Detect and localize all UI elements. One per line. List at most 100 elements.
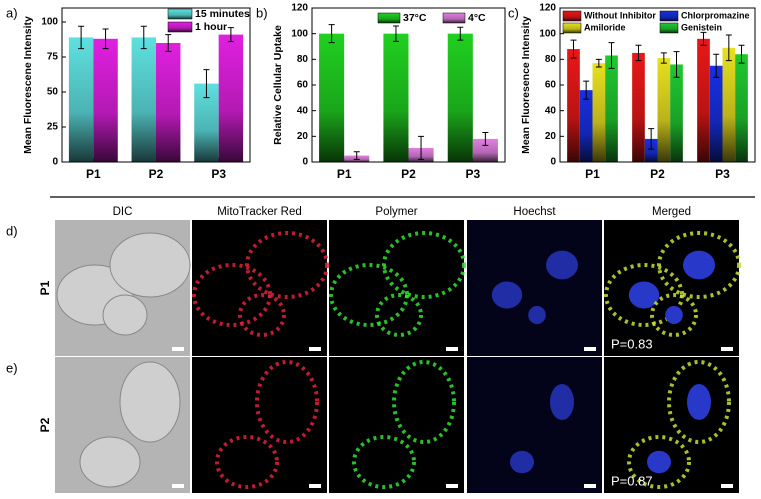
colocalization: P=0.87	[611, 473, 653, 488]
x-tick-label: P1	[585, 167, 600, 181]
y-tick-label: 50	[47, 87, 59, 98]
y-tick-label: 0	[550, 157, 556, 168]
nucleus	[647, 450, 671, 474]
stain	[392, 360, 456, 444]
row-label: P2	[38, 417, 52, 432]
scale-bar	[309, 347, 321, 351]
y-tick-label: 0	[52, 157, 58, 168]
y-tick-label: 60	[297, 80, 309, 91]
error-bar	[328, 24, 335, 44]
bar	[567, 49, 580, 162]
error-bar	[660, 52, 667, 64]
panel-label: a)	[6, 5, 18, 20]
error-bar	[635, 44, 642, 62]
y-tick-label: 100	[41, 17, 58, 28]
y-tick-label: 60	[545, 80, 557, 91]
legend-label: Amiloride	[584, 22, 626, 32]
nucleus	[510, 450, 534, 474]
cell	[119, 361, 181, 443]
cell	[102, 294, 148, 336]
legend-swatch	[167, 21, 193, 33]
error-bar	[570, 39, 577, 59]
column-header: MitoTracker Red	[217, 206, 302, 218]
bar	[632, 52, 645, 162]
panel-label: e)	[6, 360, 18, 375]
bar	[447, 33, 473, 162]
stain	[375, 293, 423, 337]
scale-bar	[309, 484, 321, 488]
micrograph	[467, 220, 602, 356]
legend-swatch	[562, 10, 582, 22]
error-bar	[673, 51, 680, 78]
scale-bar	[446, 347, 458, 351]
scale-bar	[172, 347, 184, 351]
micrograph	[467, 357, 602, 493]
panel-label: d)	[6, 223, 18, 238]
error-bar	[595, 58, 602, 68]
legend-label: 37°C	[403, 12, 427, 24]
panel-label: b)	[256, 5, 268, 20]
error-bar	[353, 151, 360, 160]
x-tick-label: P1	[337, 167, 352, 181]
micrograph	[192, 357, 327, 493]
bar	[709, 65, 723, 162]
y-tick-label: 40	[545, 105, 557, 116]
nucleus	[628, 281, 660, 309]
error-bar	[392, 25, 399, 42]
legend-swatch	[659, 22, 679, 34]
bar	[670, 64, 683, 162]
stain	[657, 231, 741, 299]
error-bar	[78, 25, 85, 50]
stain	[627, 435, 691, 489]
stain	[245, 231, 329, 299]
error-bar	[457, 26, 464, 41]
scale-bar	[584, 484, 596, 488]
micrograph	[604, 357, 739, 493]
stain	[352, 435, 416, 489]
stain	[238, 293, 286, 337]
x-tick-label: P3	[465, 167, 480, 181]
y-tick-label: 25	[47, 122, 59, 133]
x-tick-label: P3	[211, 167, 226, 181]
error-bar	[700, 31, 707, 46]
legend-label: Chlorpromazine	[681, 10, 750, 20]
bar	[735, 54, 748, 163]
plot-frame	[61, 7, 251, 163]
column-header: Polymer	[375, 206, 417, 218]
nucleus	[528, 306, 546, 324]
scale-bar	[446, 484, 458, 488]
nucleus	[683, 250, 715, 280]
bar	[592, 63, 606, 162]
legend-swatch	[167, 8, 193, 20]
error-bar	[227, 27, 234, 43]
y-tick-label: 120	[291, 3, 308, 14]
error-bar	[725, 34, 732, 62]
bar	[319, 33, 345, 162]
bar	[605, 55, 618, 162]
legend-label: 15 minutes	[195, 8, 250, 20]
nucleus	[665, 306, 683, 324]
legend-swatch	[659, 10, 679, 22]
legend-swatch	[377, 12, 401, 24]
y-tick-label: 100	[291, 28, 308, 39]
legend-swatch	[562, 22, 582, 34]
legend-label: 1 hour	[195, 21, 227, 33]
plot-frame	[559, 7, 756, 163]
stain	[255, 360, 319, 444]
error-bar	[102, 28, 109, 50]
cell	[79, 436, 141, 488]
cell	[109, 232, 191, 298]
error-bar	[738, 44, 745, 64]
legend-label: Without Inhibitor	[584, 10, 656, 20]
scale-bar	[721, 347, 733, 351]
error-bar	[608, 42, 615, 69]
y-tick-label: 20	[545, 131, 557, 142]
scale-bar	[721, 484, 733, 488]
x-tick-label: P3	[715, 167, 730, 181]
micrograph	[329, 357, 464, 493]
error-bar	[713, 53, 720, 78]
x-tick-label: P2	[149, 167, 164, 181]
nucleus	[491, 281, 523, 309]
panel-label: c)	[508, 5, 519, 20]
